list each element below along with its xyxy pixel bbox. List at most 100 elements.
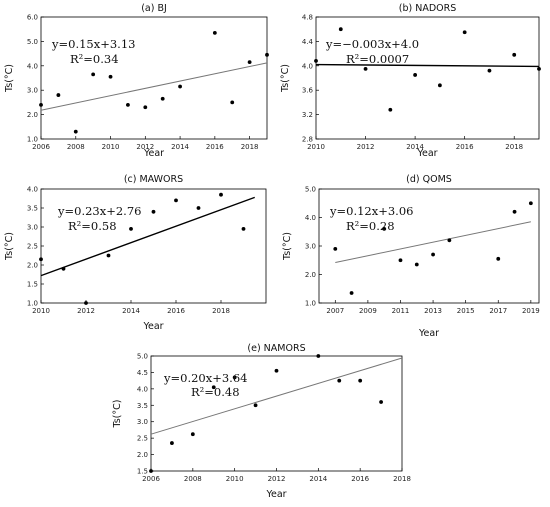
data-point bbox=[316, 354, 321, 358]
x-tick-label: 2015 bbox=[457, 307, 475, 315]
data-point bbox=[108, 74, 113, 79]
r-squared-label: R²=0.0007 bbox=[346, 52, 409, 66]
x-axis-label: Year bbox=[265, 489, 286, 500]
chart-panel-0: (a) BJ 2006 2008 2010 2012 2014 2016 2018 1.0 2.0… bbox=[4, 3, 269, 159]
y-tick-label: 2.5 bbox=[137, 435, 148, 443]
plot-frame bbox=[318, 188, 540, 304]
y-tick-label: 1.0 bbox=[305, 300, 316, 308]
regression-line bbox=[150, 357, 403, 435]
data-point bbox=[61, 266, 66, 271]
chart-title: (b) NADORS bbox=[399, 3, 457, 14]
x-tick-label: 2006 bbox=[32, 143, 50, 151]
y-tick-label: 1.0 bbox=[27, 300, 38, 308]
y-tick-label: 4.0 bbox=[137, 385, 148, 393]
data-point bbox=[413, 73, 418, 77]
chart-title: (e) NAMORS bbox=[247, 343, 305, 354]
regression-equation: y=0.15x+3.13 bbox=[51, 37, 135, 51]
plot-frame bbox=[40, 16, 268, 140]
y-tick-label: 3.0 bbox=[27, 224, 38, 232]
data-point bbox=[462, 30, 467, 35]
data-point bbox=[537, 66, 541, 71]
data-point bbox=[151, 209, 156, 214]
y-axis-label: Ts(°C) bbox=[4, 232, 15, 261]
x-tick-label: 2016 bbox=[456, 143, 474, 151]
y-tick-label: 2.0 bbox=[27, 111, 38, 119]
data-point bbox=[274, 368, 279, 373]
chart-title: (c) MAWORS bbox=[124, 174, 183, 185]
x-tick-label: 2012 bbox=[136, 143, 154, 151]
x-axis-label: Year bbox=[418, 328, 439, 339]
x-tick-label: 2012 bbox=[268, 475, 286, 483]
x-tick-label: 2014 bbox=[122, 307, 140, 315]
data-point bbox=[129, 227, 133, 231]
data-point bbox=[106, 253, 111, 258]
x-tick-label: 2011 bbox=[392, 307, 410, 315]
data-point bbox=[247, 60, 252, 65]
data-point bbox=[178, 84, 182, 89]
x-tick-label: 2019 bbox=[522, 307, 540, 315]
x-axis-label: Year bbox=[142, 321, 163, 332]
x-tick-label: 2018 bbox=[393, 475, 411, 483]
data-point bbox=[212, 30, 217, 35]
x-tick-label: 2016 bbox=[206, 143, 224, 151]
x-tick-label: 2018 bbox=[212, 307, 230, 315]
data-point bbox=[265, 52, 269, 57]
y-tick-label: 3.2 bbox=[302, 111, 313, 119]
x-tick-label: 2010 bbox=[102, 143, 120, 151]
regression-line bbox=[40, 62, 268, 111]
data-point bbox=[398, 258, 403, 263]
x-tick-label: 2008 bbox=[67, 143, 85, 151]
data-point bbox=[528, 201, 533, 206]
chart-panel-1: (b) NADORS 2010 2012 2014 2016 2018 2.8 3.2 3.6 4… bbox=[280, 3, 541, 159]
x-tick-label: 2014 bbox=[406, 143, 424, 151]
data-point bbox=[337, 378, 342, 383]
y-tick-label: 3.0 bbox=[27, 87, 38, 95]
data-point bbox=[73, 129, 78, 134]
data-point bbox=[190, 432, 195, 437]
r-squared-label: R²=0.48 bbox=[191, 385, 240, 399]
y-tick-label: 3.5 bbox=[27, 205, 38, 213]
data-point bbox=[91, 72, 96, 77]
data-point bbox=[149, 469, 153, 473]
x-tick-label: 2008 bbox=[184, 475, 202, 483]
regression-line bbox=[335, 221, 531, 264]
data-point bbox=[358, 378, 363, 383]
r-squared-label: R²=0.58 bbox=[68, 219, 117, 233]
y-tick-label: 5.0 bbox=[305, 186, 316, 194]
data-point bbox=[512, 209, 517, 214]
y-tick-label: 2.8 bbox=[302, 136, 313, 144]
plot-frame bbox=[315, 16, 540, 140]
data-point bbox=[447, 238, 452, 243]
data-point bbox=[388, 107, 393, 112]
r-squared-label: R²=0.28 bbox=[346, 219, 395, 233]
y-tick-label: 3.0 bbox=[137, 418, 148, 426]
x-tick-label: 2014 bbox=[309, 475, 327, 483]
y-tick-label: 2.5 bbox=[27, 243, 38, 251]
y-tick-label: 1.0 bbox=[27, 136, 38, 144]
data-point bbox=[431, 252, 435, 257]
data-point bbox=[170, 441, 174, 445]
r-squared-label: R²=0.34 bbox=[70, 52, 119, 66]
x-tick-label: 2017 bbox=[489, 307, 507, 315]
plot-frame bbox=[150, 355, 403, 472]
x-tick-label: 2007 bbox=[326, 307, 344, 315]
data-point bbox=[349, 291, 354, 295]
chart-panel-2: (c) MAWORS 2010 2012 2014 2016 2018 1.0 1.5 2.0 2… bbox=[4, 174, 267, 332]
x-tick-label: 2010 bbox=[226, 475, 244, 483]
regression-line bbox=[40, 196, 255, 277]
data-point bbox=[39, 257, 43, 262]
chart-title: (a) BJ bbox=[141, 3, 167, 14]
y-tick-label: 6.0 bbox=[27, 14, 38, 22]
x-tick-label: 2012 bbox=[357, 143, 375, 151]
data-point bbox=[126, 102, 130, 107]
x-tick-label: 2006 bbox=[142, 475, 160, 483]
x-tick-label: 2013 bbox=[424, 307, 442, 315]
data-point bbox=[414, 262, 419, 267]
y-tick-label: 3.5 bbox=[137, 402, 148, 410]
regression-line bbox=[315, 63, 540, 68]
data-point bbox=[219, 192, 223, 197]
y-tick-label: 4.4 bbox=[302, 38, 314, 46]
x-tick-label: 2009 bbox=[359, 307, 377, 315]
x-axis-label: Year bbox=[143, 148, 164, 159]
